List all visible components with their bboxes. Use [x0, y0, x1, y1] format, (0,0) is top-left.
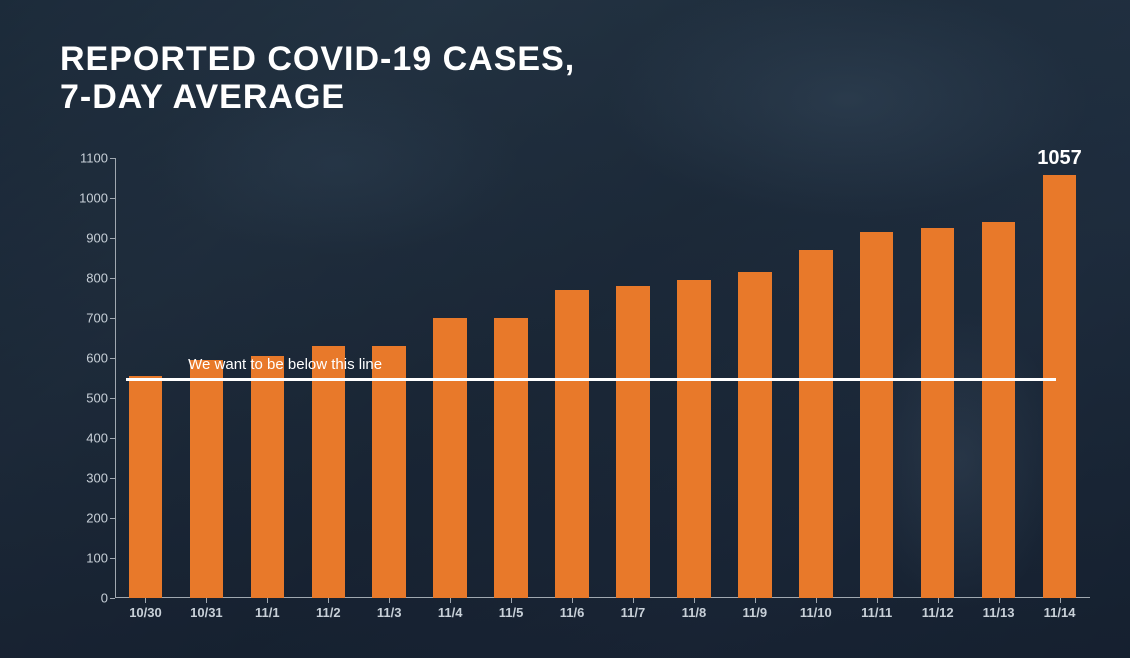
y-tick-mark [110, 318, 115, 319]
reference-line-label: We want to be below this line [188, 356, 382, 373]
x-tick-mark [572, 598, 573, 603]
x-tick-mark [389, 598, 390, 603]
bar [982, 222, 1016, 598]
y-tick-label: 700 [86, 311, 108, 326]
x-tick-label: 10/31 [190, 605, 223, 620]
x-tick-label: 11/10 [800, 605, 832, 620]
x-tick-mark [1060, 598, 1061, 603]
y-tick-mark [110, 478, 115, 479]
x-tick-mark [938, 598, 939, 603]
x-tick-mark [511, 598, 512, 603]
bar [921, 228, 955, 598]
bar [616, 286, 650, 598]
x-tick-label: 11/13 [983, 605, 1015, 620]
y-tick-mark [110, 558, 115, 559]
plot-area: We want to be below this line1057 [115, 158, 1090, 598]
y-tick-mark [110, 598, 115, 599]
x-tick-mark [267, 598, 268, 603]
x-tick-label: 11/3 [377, 605, 402, 620]
x-tick-label: 11/1 [255, 605, 280, 620]
bar [433, 318, 467, 598]
bar [190, 360, 224, 598]
chart-title: REPORTED COVID-19 CASES, 7-DAY AVERAGE [60, 40, 575, 116]
y-tick-label: 200 [86, 511, 108, 526]
bar [677, 280, 711, 598]
x-tick-mark [633, 598, 634, 603]
y-tick-mark [110, 198, 115, 199]
chart-title-line2: 7-DAY AVERAGE [60, 78, 345, 116]
last-bar-value-label: 1057 [1037, 147, 1082, 170]
x-tick-mark [206, 598, 207, 603]
x-tick-label: 11/4 [438, 605, 463, 620]
y-tick-label: 800 [86, 271, 108, 286]
reference-line [126, 378, 1057, 381]
bar [1043, 175, 1077, 598]
x-tick-mark [816, 598, 817, 603]
x-tick-mark [999, 598, 1000, 603]
x-tick-label: 11/12 [922, 605, 954, 620]
bar [312, 346, 346, 598]
y-tick-label: 0 [101, 591, 108, 606]
x-tick-label: 11/11 [861, 605, 892, 620]
y-tick-label: 900 [86, 231, 108, 246]
y-tick-label: 400 [86, 431, 108, 446]
bar [799, 250, 833, 598]
chart-container: We want to be below this line1057 0 100 20… [60, 158, 1090, 628]
y-tick-mark [110, 518, 115, 519]
y-tick-label: 600 [86, 351, 108, 366]
x-tick-mark [694, 598, 695, 603]
x-tick-label: 11/7 [621, 605, 646, 620]
y-tick-mark [110, 398, 115, 399]
y-tick-mark [110, 158, 115, 159]
chart-title-line1: REPORTED COVID-19 CASES, [60, 40, 575, 78]
y-tick-label: 300 [86, 471, 108, 486]
y-tick-label: 1100 [80, 151, 108, 166]
y-tick-label: 100 [86, 551, 108, 566]
bar [738, 272, 772, 598]
x-tick-label: 11/9 [743, 605, 768, 620]
x-tick-label: 11/8 [682, 605, 707, 620]
bar [129, 376, 163, 598]
bar [372, 346, 406, 598]
y-tick-label: 500 [86, 391, 108, 406]
x-tick-mark [328, 598, 329, 603]
bar [494, 318, 528, 598]
y-tick-mark [110, 438, 115, 439]
x-tick-mark [145, 598, 146, 603]
y-tick-mark [110, 278, 115, 279]
y-tick-mark [110, 238, 115, 239]
bar [555, 290, 589, 598]
x-tick-mark [450, 598, 451, 603]
x-tick-label: 11/2 [316, 605, 341, 620]
x-tick-label: 11/6 [560, 605, 585, 620]
x-tick-mark [755, 598, 756, 603]
bar [251, 356, 285, 598]
x-tick-label: 10/30 [129, 605, 162, 620]
x-tick-label: 11/14 [1044, 605, 1076, 620]
x-tick-mark [877, 598, 878, 603]
x-tick-label: 11/5 [499, 605, 524, 620]
y-tick-label: 1000 [79, 191, 108, 206]
bar [860, 232, 894, 598]
y-tick-mark [110, 358, 115, 359]
